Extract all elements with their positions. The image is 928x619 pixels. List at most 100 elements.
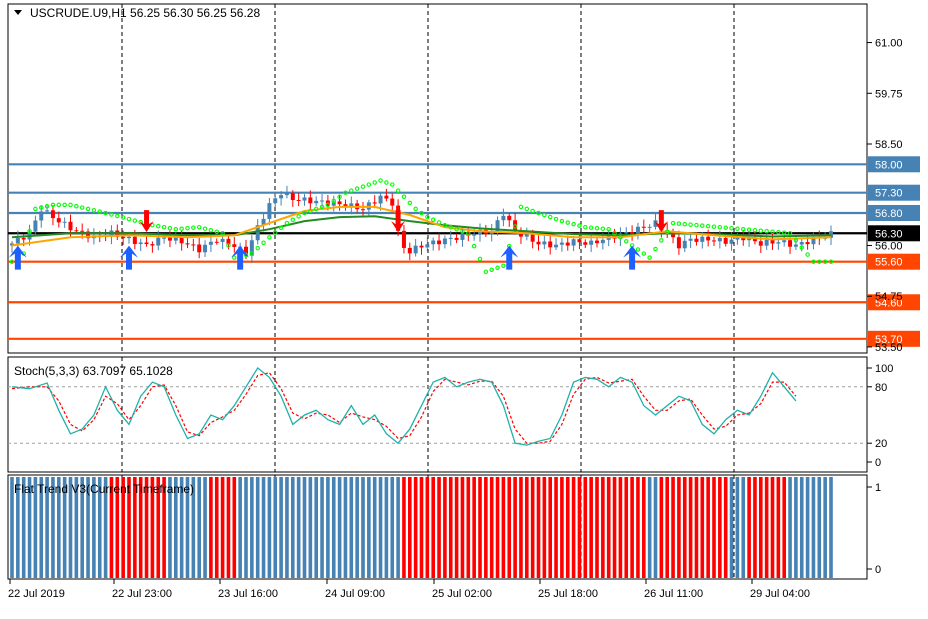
trend-bar <box>653 477 658 578</box>
psar-dot <box>700 223 705 228</box>
candle-body <box>624 232 629 234</box>
candle-body <box>401 230 406 248</box>
psar-dot <box>91 208 97 213</box>
trend-bar <box>156 477 161 578</box>
trend-bar <box>209 477 213 578</box>
psar-dot <box>44 203 50 209</box>
candle-body <box>717 237 722 242</box>
time-label: 24 Jul 09:00 <box>325 588 385 600</box>
psar-dot <box>536 210 541 216</box>
psar-dot <box>547 214 553 220</box>
trend-bar <box>214 477 219 578</box>
trend-bar <box>267 477 272 578</box>
trend-bar <box>226 477 231 578</box>
psar-dot <box>664 229 670 235</box>
psar-dot <box>343 190 348 195</box>
symbol-header: USCRUDE.U9,H1 56.25 56.30 56.25 56.28 <box>30 6 260 20</box>
candle-body <box>121 236 126 239</box>
trend-bar <box>565 477 570 578</box>
price-levels: 58.00 57.30 56.80 56.30 55.60 54.60 53.70 <box>8 156 920 347</box>
candle-body <box>208 241 213 245</box>
psar-dot <box>817 259 822 264</box>
trend-bar <box>799 477 804 578</box>
psar-dot <box>518 204 524 210</box>
psar-dot <box>284 220 290 226</box>
candle-body <box>372 202 377 204</box>
psar-dot <box>717 224 723 230</box>
psar-dot <box>331 198 336 204</box>
trend-bar <box>612 477 617 578</box>
trend-bar <box>372 477 377 578</box>
trend-bar <box>700 477 705 578</box>
trend-bar <box>817 477 822 578</box>
price-tick-label: 53.50 <box>875 342 903 354</box>
dropdown-triangle-icon[interactable] <box>14 10 22 15</box>
candle-body <box>39 211 44 221</box>
psar-dot <box>360 184 366 189</box>
candle-body <box>308 197 313 204</box>
psar-dot <box>577 223 582 228</box>
candle-body <box>185 243 190 245</box>
trend-bar <box>443 477 447 578</box>
time-label: 25 Jul 02:00 <box>432 588 492 600</box>
psar-dot <box>694 222 699 228</box>
psar-dot <box>740 226 746 232</box>
trend-bar <box>39 477 44 578</box>
trend-bar <box>829 477 833 578</box>
psar-dot <box>202 226 208 231</box>
level-badge-label: 56.80 <box>875 208 903 220</box>
trend-bar <box>747 477 751 578</box>
candle-body <box>793 244 798 247</box>
trend-bar <box>361 477 365 578</box>
candle-body <box>56 218 61 223</box>
psar-dot <box>676 221 682 226</box>
trend-bar <box>273 477 278 578</box>
psar-dot <box>495 265 500 271</box>
price-panel[interactable] <box>7 3 868 354</box>
psar-dot <box>68 202 73 208</box>
sell-arrow-icon <box>654 210 669 233</box>
ma-fast-line <box>11 205 832 247</box>
trend-bar <box>495 477 500 578</box>
psar-dot <box>729 225 734 231</box>
time-label: 29 Jul 04:00 <box>750 588 810 600</box>
stochastic-panel[interactable] <box>7 356 868 473</box>
psar-dot <box>38 205 44 210</box>
price-tick-label: 58.50 <box>875 139 903 151</box>
trend-bar <box>74 477 79 578</box>
psar-dot <box>243 252 249 258</box>
trend-bar <box>396 477 400 578</box>
psar-dot <box>460 229 465 234</box>
candle-body <box>589 240 594 245</box>
trend-bar <box>279 477 283 578</box>
trend-bar <box>606 477 611 578</box>
price-tick-label: 54.75 <box>875 291 903 303</box>
psar-dot <box>436 220 442 225</box>
psar-dot <box>325 202 331 208</box>
candle-body <box>331 201 336 206</box>
candle-body <box>390 198 395 206</box>
psar-dot <box>27 229 32 234</box>
trend-bar <box>57 477 61 578</box>
trend-bar <box>355 477 359 578</box>
trend-bar <box>326 477 330 578</box>
candle-body <box>378 195 383 204</box>
psar-dot <box>115 213 120 219</box>
buy-arrow-icon <box>8 245 27 270</box>
psar-dot <box>249 251 255 256</box>
candle-body <box>314 200 319 204</box>
psar-dot <box>723 225 728 230</box>
candle-body <box>495 220 500 231</box>
psar-dot <box>559 218 565 224</box>
stoch-tick-label: 80 <box>875 382 887 394</box>
psar-dot <box>372 180 377 185</box>
candle-body <box>437 240 442 245</box>
psar-dot <box>553 216 559 222</box>
level-badge-label: 54.60 <box>875 297 903 309</box>
stoch-signal-line <box>11 372 797 444</box>
trend-bar <box>718 477 722 578</box>
trend-bar <box>466 477 471 578</box>
candle-body <box>448 237 453 239</box>
candle-body <box>320 200 325 202</box>
